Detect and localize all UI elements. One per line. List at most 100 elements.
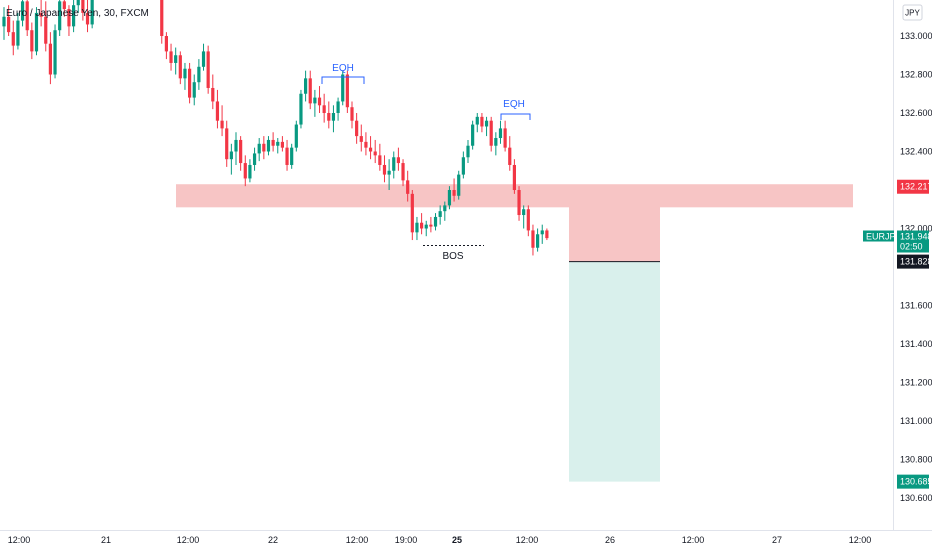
candles-layer[interactable]: [2, 0, 549, 256]
price-axis[interactable]: 133.000 132.800 132.600 132.400 132.000 131.6…: [900, 31, 932, 503]
candle[interactable]: [382, 155, 387, 183]
candle[interactable]: [85, 0, 90, 33]
candle[interactable]: [531, 224, 535, 256]
candle[interactable]: [373, 139, 377, 164]
candle[interactable]: [206, 45, 210, 94]
candle[interactable]: [429, 216, 433, 233]
candle[interactable]: [420, 213, 424, 235]
candle[interactable]: [174, 47, 178, 75]
candle[interactable]: [192, 74, 196, 106]
currency-button[interactable]: JPY: [902, 4, 923, 21]
candle[interactable]: [239, 136, 243, 171]
candle[interactable]: [294, 120, 298, 152]
candle[interactable]: [461, 151, 465, 179]
candle[interactable]: [266, 136, 271, 156]
bos-marker[interactable]: BOS: [423, 245, 484, 263]
candle[interactable]: [243, 155, 247, 187]
candle[interactable]: [466, 139, 470, 164]
candle[interactable]: [489, 116, 493, 152]
candle[interactable]: [290, 143, 294, 169]
candle[interactable]: [304, 70, 308, 102]
candle[interactable]: [313, 89, 317, 117]
candle[interactable]: [44, 1, 48, 52]
candle[interactable]: [387, 159, 391, 190]
candle[interactable]: [30, 22, 34, 60]
drawings-layer[interactable]: [176, 184, 853, 482]
candle[interactable]: [317, 86, 322, 113]
candle[interactable]: [39, 0, 43, 27]
candle[interactable]: [401, 159, 405, 187]
candle[interactable]: [58, 0, 62, 36]
supply-zone[interactable]: [176, 184, 853, 208]
candle[interactable]: [341, 70, 345, 106]
candle[interactable]: [396, 147, 400, 171]
candle[interactable]: [345, 70, 349, 113]
candle[interactable]: [2, 7, 6, 40]
candle[interactable]: [484, 116, 489, 137]
candle[interactable]: [285, 139, 289, 171]
candle[interactable]: [215, 89, 220, 129]
candle[interactable]: [447, 186, 452, 210]
candle[interactable]: [508, 136, 512, 171]
take-profit-zone[interactable]: [569, 261, 660, 482]
candle[interactable]: [475, 113, 479, 133]
candle[interactable]: [438, 205, 442, 225]
candle[interactable]: [53, 24, 57, 79]
eqh-marker[interactable]: EQH: [500, 99, 531, 120]
candle[interactable]: [234, 132, 238, 165]
candle[interactable]: [526, 205, 530, 237]
candle[interactable]: [410, 190, 414, 241]
candle[interactable]: [252, 147, 257, 171]
candle[interactable]: [503, 120, 507, 152]
candle[interactable]: [350, 101, 354, 129]
candle[interactable]: [262, 136, 266, 160]
candle[interactable]: [355, 113, 359, 144]
candle[interactable]: [271, 132, 275, 152]
candle[interactable]: [359, 124, 363, 152]
candle[interactable]: [220, 105, 224, 137]
candle[interactable]: [545, 228, 549, 241]
candle[interactable]: [34, 7, 39, 56]
candle[interactable]: [540, 224, 544, 244]
candle[interactable]: [276, 138, 280, 154]
candle[interactable]: [457, 170, 461, 200]
candle[interactable]: [62, 0, 66, 17]
candle[interactable]: [164, 32, 168, 60]
candle[interactable]: [308, 70, 312, 110]
candle[interactable]: [211, 74, 215, 110]
time-axis[interactable]: 12:00 21 12:00 22 12:00 19:00 25 12:00 26 12:00 27…: [8, 535, 872, 545]
candle[interactable]: [336, 97, 340, 121]
candle[interactable]: [327, 101, 331, 129]
candle[interactable]: [522, 205, 526, 229]
candle[interactable]: [494, 132, 498, 156]
candle[interactable]: [188, 62, 192, 104]
candle[interactable]: [20, 0, 25, 27]
candle[interactable]: [169, 43, 173, 71]
candle[interactable]: [7, 5, 11, 36]
candle[interactable]: [406, 170, 410, 202]
candle[interactable]: [424, 220, 428, 237]
candle[interactable]: [201, 43, 206, 71]
candle[interactable]: [229, 143, 233, 175]
candle[interactable]: [433, 213, 438, 231]
candle[interactable]: [480, 113, 484, 133]
candle[interactable]: [392, 151, 396, 179]
candle[interactable]: [364, 132, 368, 156]
candle[interactable]: [322, 93, 326, 123]
candle[interactable]: [90, 0, 94, 29]
candle[interactable]: [368, 136, 373, 160]
candle[interactable]: [536, 228, 540, 252]
candle[interactable]: [67, 5, 71, 36]
candle[interactable]: [25, 0, 29, 36]
candle[interactable]: [76, 0, 80, 13]
candle[interactable]: [183, 62, 187, 90]
candle[interactable]: [512, 159, 516, 194]
stop-loss-zone[interactable]: [569, 186, 660, 262]
candle[interactable]: [197, 59, 201, 90]
candle[interactable]: [81, 0, 85, 21]
candle[interactable]: [48, 32, 52, 85]
candle[interactable]: [160, 0, 164, 44]
candle[interactable]: [517, 186, 521, 221]
candle[interactable]: [299, 89, 303, 129]
